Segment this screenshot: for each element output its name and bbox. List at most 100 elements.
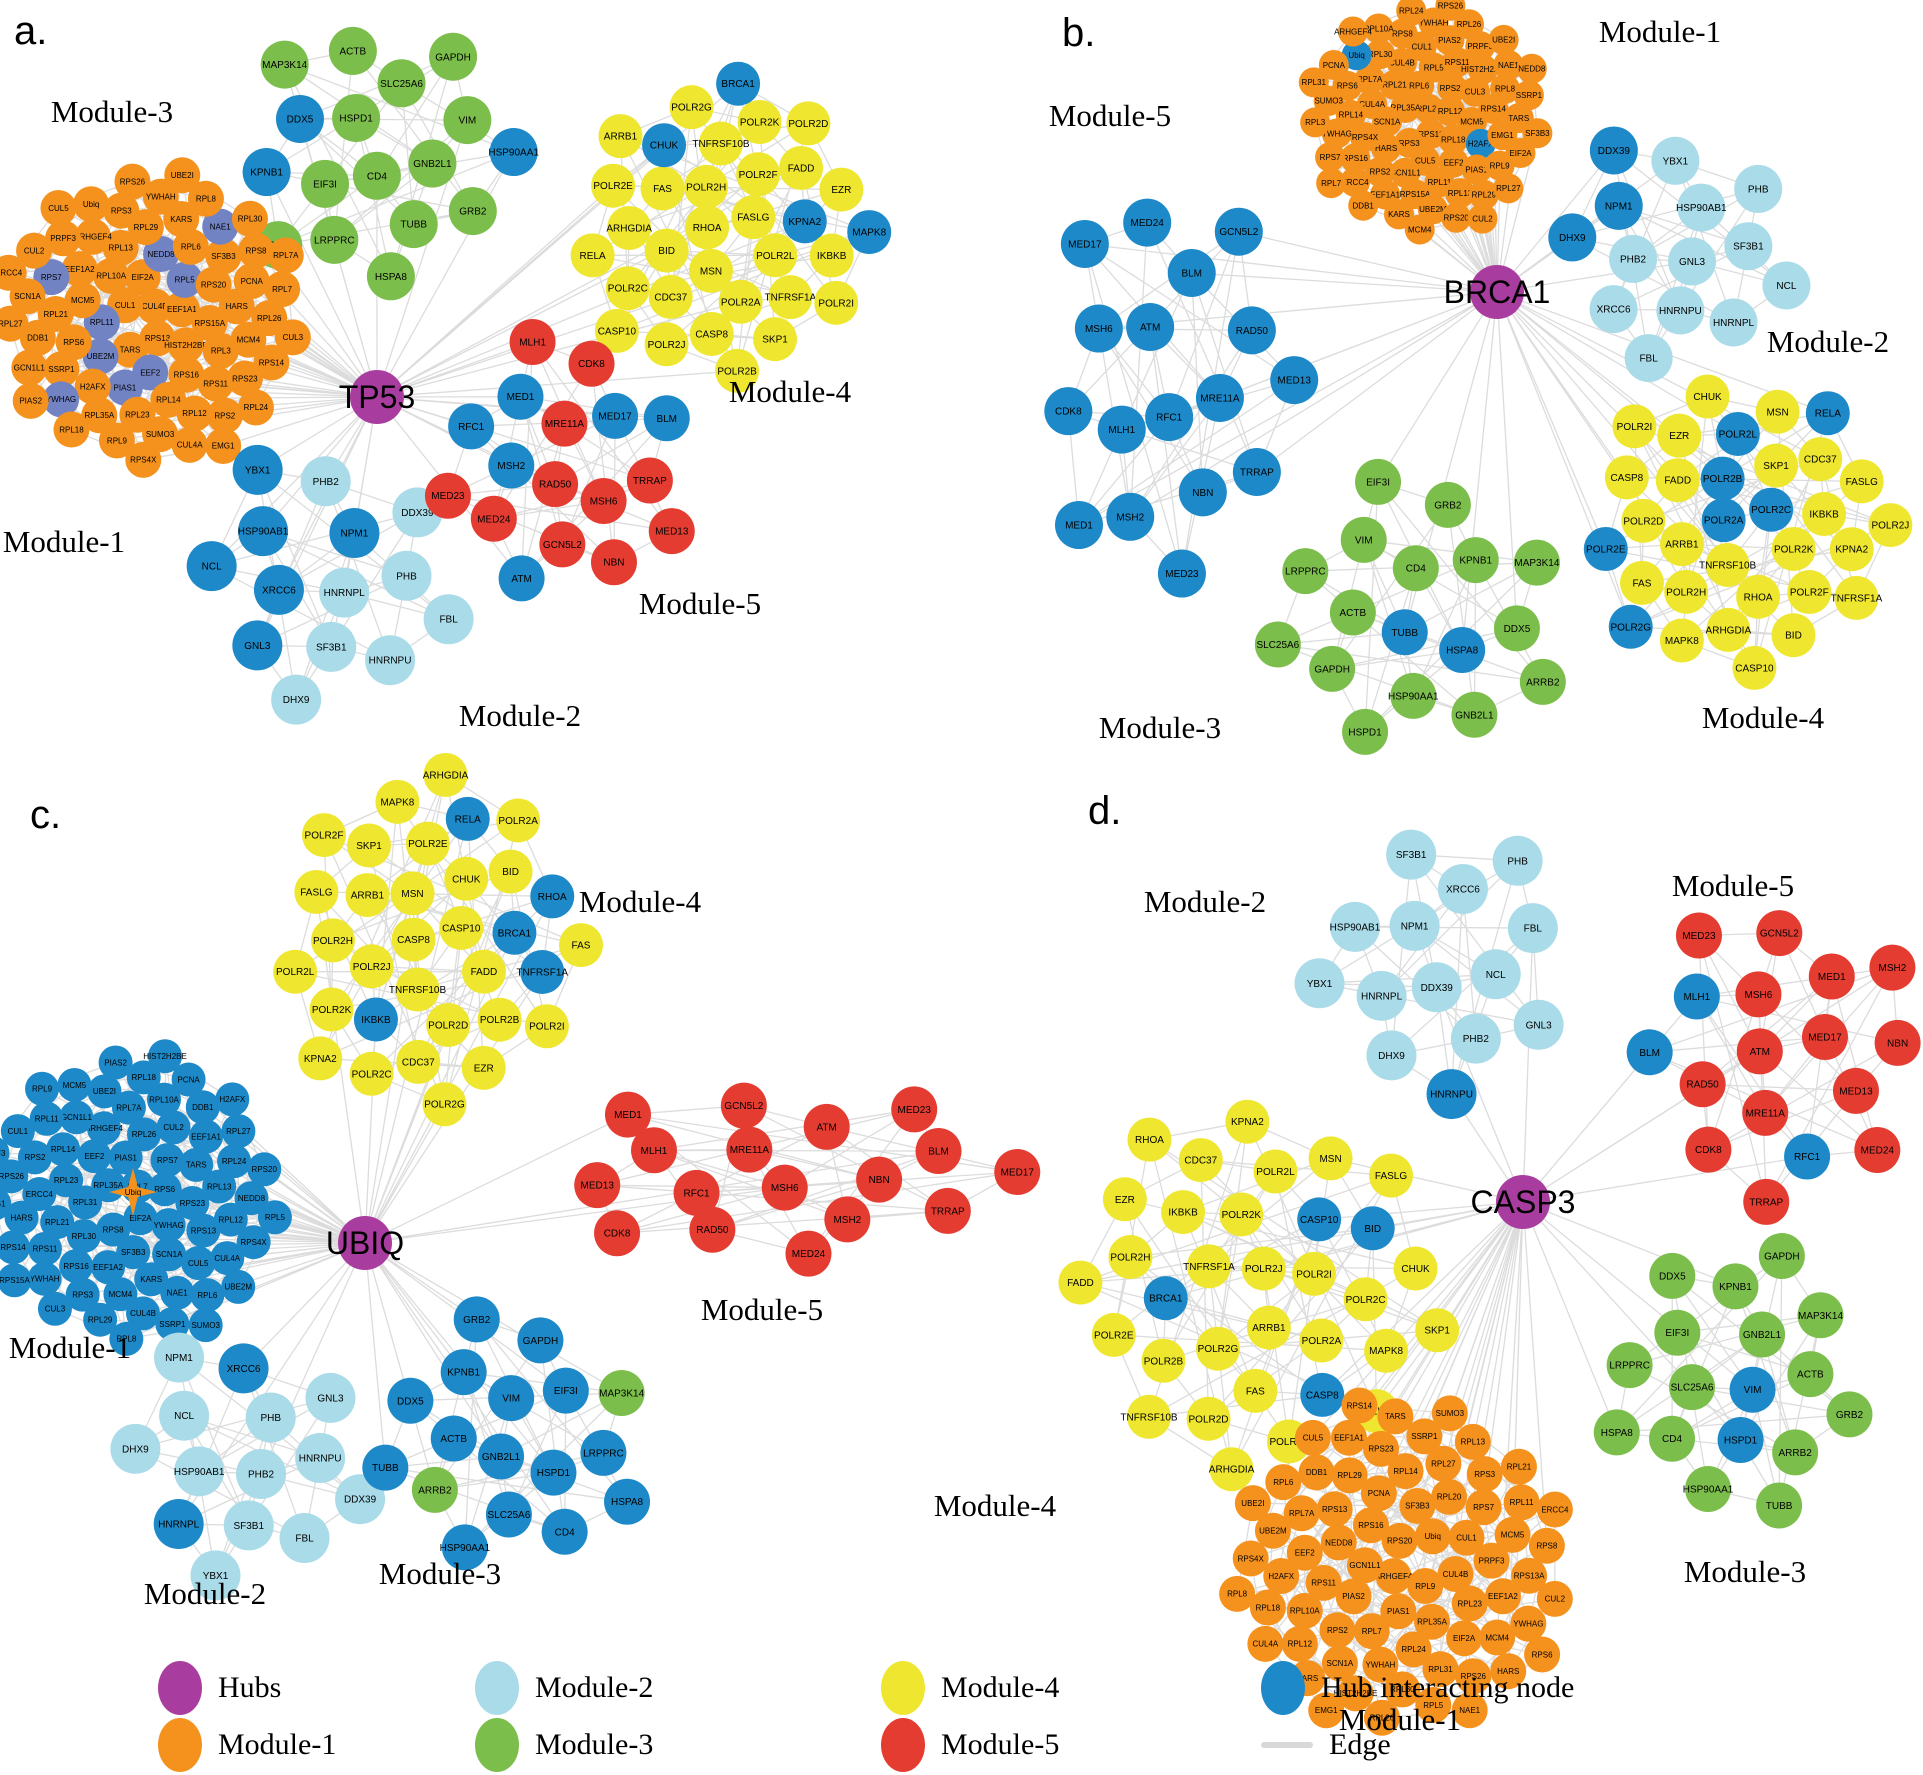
gene-node [607, 205, 652, 250]
gene-node [1389, 900, 1440, 951]
gene-node [1435, 0, 1466, 21]
gene-node [1490, 73, 1521, 104]
gene-label: RPS4X [130, 456, 157, 465]
gene-node [408, 139, 457, 188]
gene-label: RPL10A [149, 1095, 179, 1104]
gene-node [1329, 901, 1380, 952]
gene-label: RPS7 [157, 1156, 178, 1165]
gene-node [574, 1162, 621, 1209]
gene-node [395, 967, 440, 1012]
gene-node [375, 779, 420, 824]
gene-node [891, 1086, 938, 1133]
gene-node [1369, 1153, 1414, 1198]
gene-label: TRRAP [1749, 1197, 1783, 1208]
panel-letter: d. [1088, 789, 1121, 833]
gene-node [59, 1100, 94, 1135]
gene-node [1363, 1430, 1400, 1467]
gene-node [1468, 179, 1499, 210]
gene-node [103, 192, 140, 229]
gene-label: SLC25A6 [1256, 640, 1299, 651]
gene-label: RPL13 [108, 244, 133, 253]
gene-label: RPL9 [1490, 161, 1511, 170]
gene-label: RPL30 [238, 215, 263, 224]
gene-node [1494, 1516, 1531, 1553]
gene-label: NBN [1192, 488, 1213, 499]
gene-node [768, 275, 813, 320]
gene-node [1712, 1263, 1759, 1310]
gene-label: EEF1A2 [1488, 1592, 1518, 1601]
gene-node [594, 308, 639, 353]
gene-node [238, 506, 289, 557]
gene-node [150, 1143, 185, 1178]
gene-label: RPS2 [25, 1153, 46, 1162]
gene-node [492, 910, 537, 955]
gene-node [1507, 903, 1558, 954]
gene-label: GRB2 [463, 1315, 491, 1326]
panel-letter: b. [1062, 11, 1095, 55]
gene-label: EMG1 [212, 442, 235, 451]
gene-label: RHOA [1744, 592, 1773, 603]
gene-node [1467, 203, 1498, 234]
gene-node [1729, 1366, 1776, 1413]
gene-label: MCM5 [63, 1081, 87, 1090]
gene-node [168, 356, 205, 393]
gene-label: GCN1L1 [1349, 1561, 1381, 1570]
gene-label: TNFRSF10B [1120, 1412, 1178, 1423]
gene-node [1044, 387, 1093, 436]
gene-label: SUMO3 [146, 430, 175, 439]
gene-node [1503, 1484, 1540, 1521]
gene-label: RPL21 [43, 310, 68, 319]
gene-label: HSP90AB1 [1676, 203, 1727, 214]
gene-label: BLM [656, 414, 677, 425]
gene-label: MED24 [1131, 218, 1165, 229]
gene-node [488, 1375, 535, 1422]
gene-node [126, 1060, 161, 1095]
gene-label: POLR2C [352, 1069, 392, 1080]
module-label: Module-4 [579, 884, 702, 919]
gene-label: EIF3I [313, 179, 337, 190]
gene-label: EEF1A2 [93, 1263, 123, 1272]
gene-label: RFC1 [1156, 413, 1183, 424]
gene-node [430, 1415, 477, 1462]
gene-node [328, 26, 377, 75]
gene-label: RPL12 [1438, 107, 1463, 116]
gene-node [1348, 190, 1379, 221]
gene-label: CD4 [1662, 1434, 1682, 1445]
gene-label: RPL12 [182, 409, 207, 418]
gene-label: HSP90AA1 [1683, 1484, 1734, 1495]
gene-label: RPL10A [1364, 24, 1394, 33]
module-label: Module-4 [934, 1488, 1057, 1523]
gene-node [753, 233, 798, 278]
gene-node [736, 152, 781, 197]
gene-node [1343, 1277, 1388, 1322]
gene-node [1330, 1419, 1367, 1456]
gene-label: EIF2A [1509, 149, 1532, 158]
gene-label: DDX5 [287, 114, 314, 125]
gene-label: EMG1 [1315, 1706, 1338, 1715]
gene-label: DDB1 [27, 334, 49, 343]
gene-node [236, 1448, 287, 1499]
module-label: Module-2 [1144, 884, 1266, 919]
gene-label: DHX9 [1378, 1051, 1405, 1062]
gene-label: UBE2I [171, 171, 194, 180]
gene-label: Ubiq [1348, 51, 1364, 60]
gene-label: H2AFX [80, 382, 106, 391]
gene-label: RPL5 [175, 276, 196, 285]
gene-label: GAPDH [1314, 664, 1350, 675]
hub-label: CASP3 [1471, 1184, 1576, 1220]
gene-node [605, 266, 650, 311]
gene-label: ARHGEF4 [74, 233, 112, 242]
gene-node [294, 869, 339, 914]
gene-node [300, 456, 351, 507]
module-label: Module-3 [379, 1556, 501, 1591]
gene-label: RPL5 [265, 1213, 286, 1222]
gene-node [541, 400, 588, 447]
gene-label: CD4 [367, 171, 387, 182]
gene-label: TARS [120, 346, 141, 355]
gene-label: MAPK8 [852, 228, 886, 239]
gene-label: POLR2J [1245, 1264, 1283, 1275]
gene-node [1393, 1246, 1438, 1291]
gene-label: DDX5 [1504, 624, 1531, 635]
gene-label: RPL27 [0, 319, 23, 328]
gene-node [626, 457, 673, 504]
